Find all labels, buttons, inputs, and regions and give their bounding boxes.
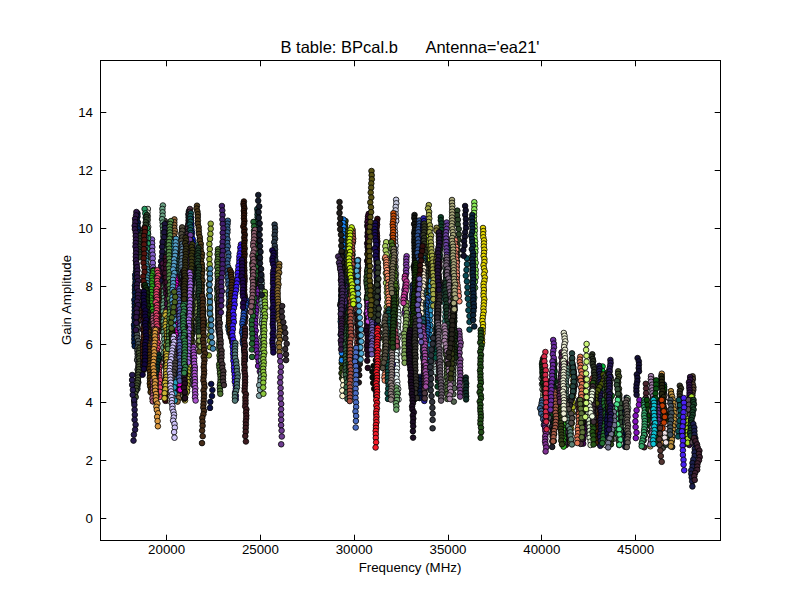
svg-text:14: 14: [78, 105, 93, 120]
svg-text:B table: BPcal.b Antenna=: B table: BPcal.b Antenna='ea21': [280, 38, 539, 56]
svg-text:8: 8: [86, 279, 93, 294]
svg-text:2: 2: [86, 453, 93, 468]
svg-text:Gain Amplitude: Gain Amplitude: [59, 255, 74, 345]
svg-text:20000: 20000: [148, 542, 185, 557]
svg-text:12: 12: [78, 163, 93, 178]
svg-text:25000: 25000: [242, 542, 279, 557]
svg-text:35000: 35000: [430, 542, 467, 557]
svg-text:4: 4: [86, 395, 93, 410]
svg-text:10: 10: [78, 221, 93, 236]
svg-text:45000: 45000: [617, 542, 654, 557]
svg-text:Frequency (MHz): Frequency (MHz): [359, 560, 462, 575]
svg-text:40000: 40000: [523, 542, 560, 557]
svg-text:6: 6: [86, 337, 93, 352]
svg-text:30000: 30000: [336, 542, 373, 557]
svg-text:0: 0: [86, 511, 93, 526]
